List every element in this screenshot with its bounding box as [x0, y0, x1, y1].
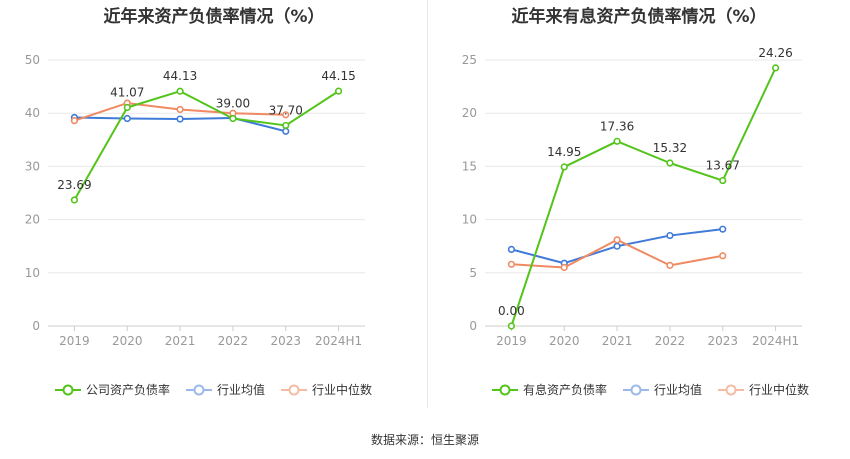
legend-label: 行业均值 — [654, 383, 703, 397]
x-tick-label: 2023 — [707, 334, 738, 348]
y-tick-label: 25 — [462, 53, 477, 67]
legend-marker-green — [55, 384, 81, 395]
data-point — [560, 263, 568, 272]
data-point — [507, 322, 516, 330]
data-label: 41.07 — [110, 86, 144, 100]
series-line — [510, 67, 777, 327]
legend-item-company-ratio[interactable]: 公司资产负债率 — [55, 381, 170, 398]
x-tick-label: 2019 — [496, 334, 527, 348]
data-point — [507, 260, 516, 268]
y-tick-label: 20 — [462, 106, 477, 120]
y-tick-label: 10 — [462, 213, 477, 227]
legend-item-industry-mean[interactable]: 行业均值 — [186, 381, 265, 398]
legend-marker-blue — [623, 384, 650, 395]
legend-item-interest-ratio[interactable]: 有息资产负债率 — [492, 381, 607, 398]
legend-marker-blue — [186, 384, 213, 395]
x-tick-label: 2021 — [165, 334, 196, 348]
data-point — [334, 87, 343, 95]
legend-label: 行业中位数 — [312, 383, 373, 397]
data-point — [719, 176, 727, 185]
legend-right: 有息资产负债率 行业均值 行业中位数 — [492, 381, 825, 398]
y-tick-label: 5 — [469, 266, 477, 280]
data-point — [123, 114, 131, 123]
data-point — [560, 163, 568, 171]
data-label: 0.00 — [498, 304, 525, 318]
y-tick-label: 0 — [469, 319, 477, 333]
data-point — [666, 261, 674, 269]
data-label: 44.15 — [321, 69, 355, 83]
x-tick-label: 2024H1 — [752, 334, 799, 348]
series-line — [73, 90, 340, 201]
x-tick-label: 2019 — [59, 334, 90, 348]
y-tick-label: 15 — [462, 159, 477, 173]
data-point — [282, 127, 290, 135]
x-tick-label: 2024H1 — [315, 334, 362, 348]
data-label: 44.13 — [163, 69, 197, 83]
chart-title-right: 近年来有息资产负债率情况（%） — [511, 7, 767, 27]
data-point — [70, 117, 79, 125]
y-tick-label: 10 — [25, 266, 40, 280]
data-point — [613, 236, 621, 244]
x-tick-label: 2020 — [112, 334, 143, 348]
data-point — [613, 137, 621, 145]
x-tick-label: 2023 — [270, 334, 301, 348]
data-point — [507, 245, 516, 253]
legend-item-industry-median[interactable]: 行业中位数 — [281, 381, 372, 398]
data-point — [70, 196, 79, 204]
y-tick-label: 50 — [25, 53, 40, 67]
data-point — [282, 111, 290, 119]
x-tick-label: 2022 — [218, 334, 249, 348]
legend-label: 公司资产负债率 — [86, 383, 171, 397]
data-point — [613, 242, 621, 250]
data-point — [666, 231, 674, 240]
data-point — [719, 225, 727, 233]
legend-label: 行业均值 — [217, 383, 266, 397]
legend-marker-orange — [281, 384, 308, 395]
data-point — [176, 87, 184, 95]
data-point — [123, 103, 131, 112]
data-point — [176, 115, 184, 123]
data-point — [719, 252, 727, 260]
data-label: 15.32 — [653, 141, 687, 155]
data-point — [666, 159, 674, 167]
data-point — [176, 105, 184, 114]
y-tick-label: 0 — [32, 319, 40, 333]
data-label: 14.95 — [547, 145, 581, 159]
y-tick-label: 40 — [25, 106, 40, 120]
legend-marker-orange — [718, 384, 745, 395]
data-point — [771, 64, 780, 72]
x-tick-label: 2021 — [602, 334, 633, 348]
chart-title-left: 近年来资产负债率情况（%） — [103, 7, 325, 27]
legend-marker-green — [492, 384, 518, 395]
x-tick-label: 2020 — [549, 334, 580, 348]
data-label: 39.00 — [216, 97, 250, 111]
y-tick-label: 30 — [25, 159, 40, 173]
legend-label: 有息资产负债率 — [523, 383, 608, 397]
y-tick-label: 20 — [25, 213, 40, 227]
data-label: 13.67 — [706, 159, 740, 173]
data-label: 24.26 — [758, 46, 792, 60]
data-label: 37.70 — [269, 103, 303, 117]
data-source: 数据来源：恒生聚源 — [370, 433, 479, 447]
legend-item-industry-mean[interactable]: 行业均值 — [623, 381, 702, 398]
data-point — [282, 121, 290, 130]
legend-left: 公司资产负债率 行业均值 行业中位数 — [55, 381, 388, 398]
data-point — [229, 114, 237, 123]
data-label: 17.36 — [600, 119, 634, 133]
legend-label: 行业中位数 — [749, 383, 810, 397]
panel-divider — [427, 0, 428, 408]
x-tick-label: 2022 — [655, 334, 686, 348]
data-label: 23.69 — [57, 178, 91, 192]
legend-item-industry-median[interactable]: 行业中位数 — [718, 381, 809, 398]
